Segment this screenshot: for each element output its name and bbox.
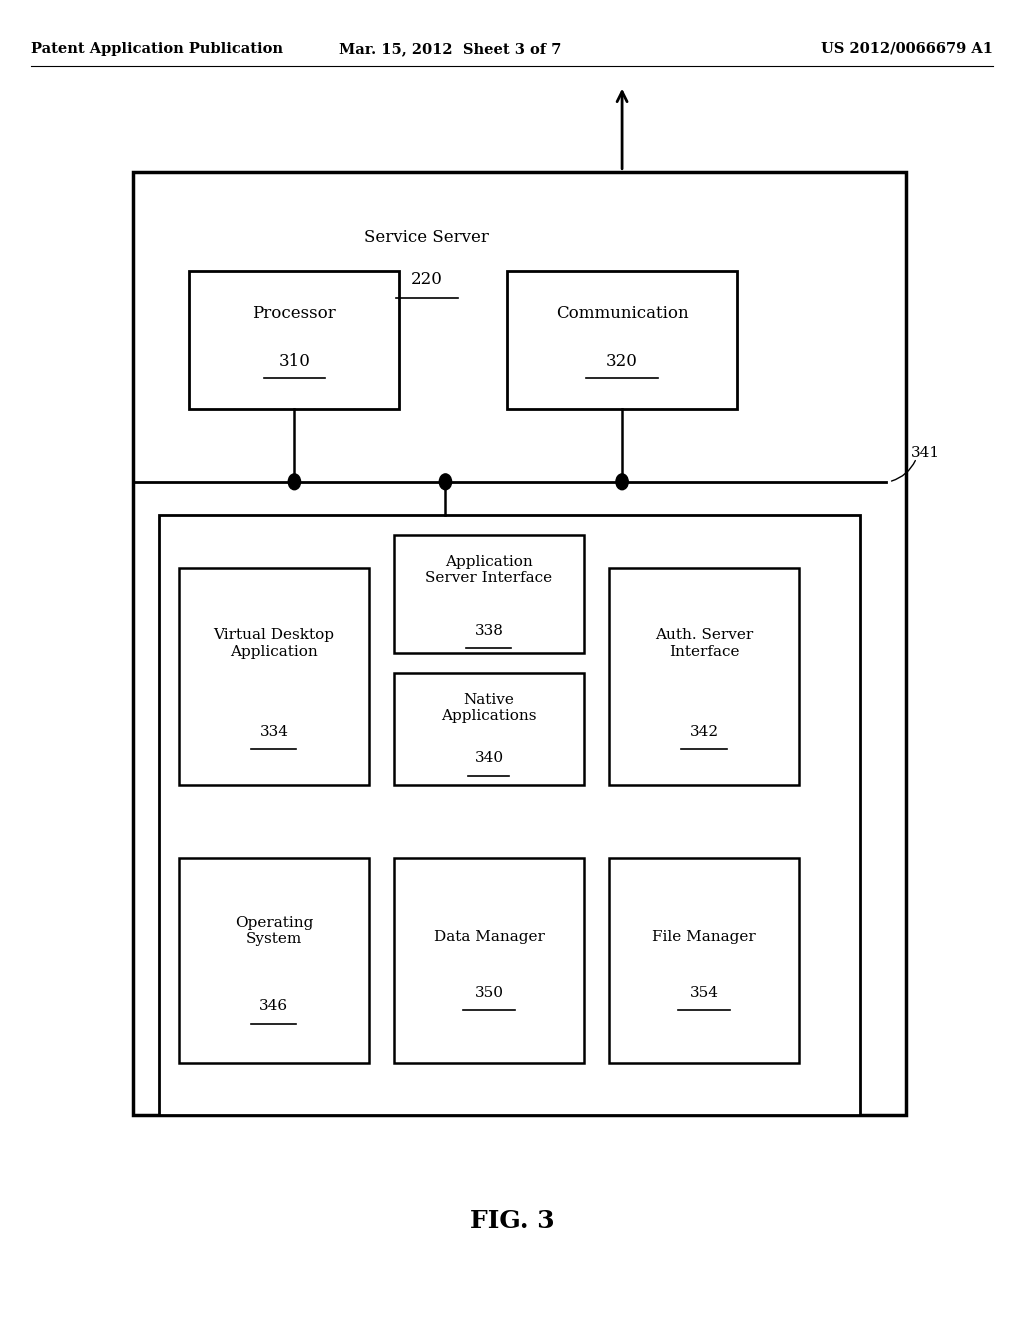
Bar: [179, 858, 369, 1063]
Bar: [507, 271, 737, 409]
Text: 320: 320: [606, 352, 638, 370]
Text: Operating
System: Operating System: [234, 916, 313, 946]
Text: Native
Applications: Native Applications: [441, 693, 537, 723]
Bar: [133, 172, 906, 1115]
Bar: [609, 568, 799, 785]
Bar: [159, 515, 860, 1115]
Bar: [609, 858, 799, 1063]
Circle shape: [289, 474, 301, 490]
Text: FIG. 3: FIG. 3: [470, 1209, 554, 1233]
Text: 310: 310: [279, 352, 310, 370]
Bar: [179, 568, 369, 785]
Bar: [189, 271, 399, 409]
Circle shape: [616, 474, 629, 490]
Circle shape: [439, 474, 452, 490]
Text: Application
Server Interface: Application Server Interface: [425, 556, 553, 585]
Text: 334: 334: [259, 725, 289, 739]
Text: Processor: Processor: [253, 305, 336, 322]
Text: 220: 220: [411, 272, 442, 288]
Text: Patent Application Publication: Patent Application Publication: [31, 42, 283, 55]
Text: 340: 340: [474, 751, 504, 766]
Text: 346: 346: [259, 999, 289, 1014]
Bar: [394, 535, 584, 653]
Text: Auth. Server
Interface: Auth. Server Interface: [655, 628, 753, 659]
Text: Virtual Desktop
Application: Virtual Desktop Application: [213, 628, 335, 659]
Text: 338: 338: [474, 624, 504, 638]
Text: 342: 342: [689, 725, 719, 739]
Text: Service Server: Service Server: [365, 230, 489, 246]
Text: 341: 341: [911, 446, 940, 459]
Text: File Manager: File Manager: [652, 929, 756, 944]
Text: 330: 330: [494, 606, 525, 622]
Text: Mar. 15, 2012  Sheet 3 of 7: Mar. 15, 2012 Sheet 3 of 7: [339, 42, 562, 55]
Text: Data Manager: Data Manager: [433, 929, 545, 944]
Text: US 2012/0066679 A1: US 2012/0066679 A1: [821, 42, 993, 55]
Bar: [394, 673, 584, 785]
Bar: [394, 858, 584, 1063]
Text: Memory: Memory: [474, 566, 545, 582]
Text: 354: 354: [689, 986, 719, 1001]
Text: Communication: Communication: [556, 305, 688, 322]
Text: 350: 350: [474, 986, 504, 1001]
